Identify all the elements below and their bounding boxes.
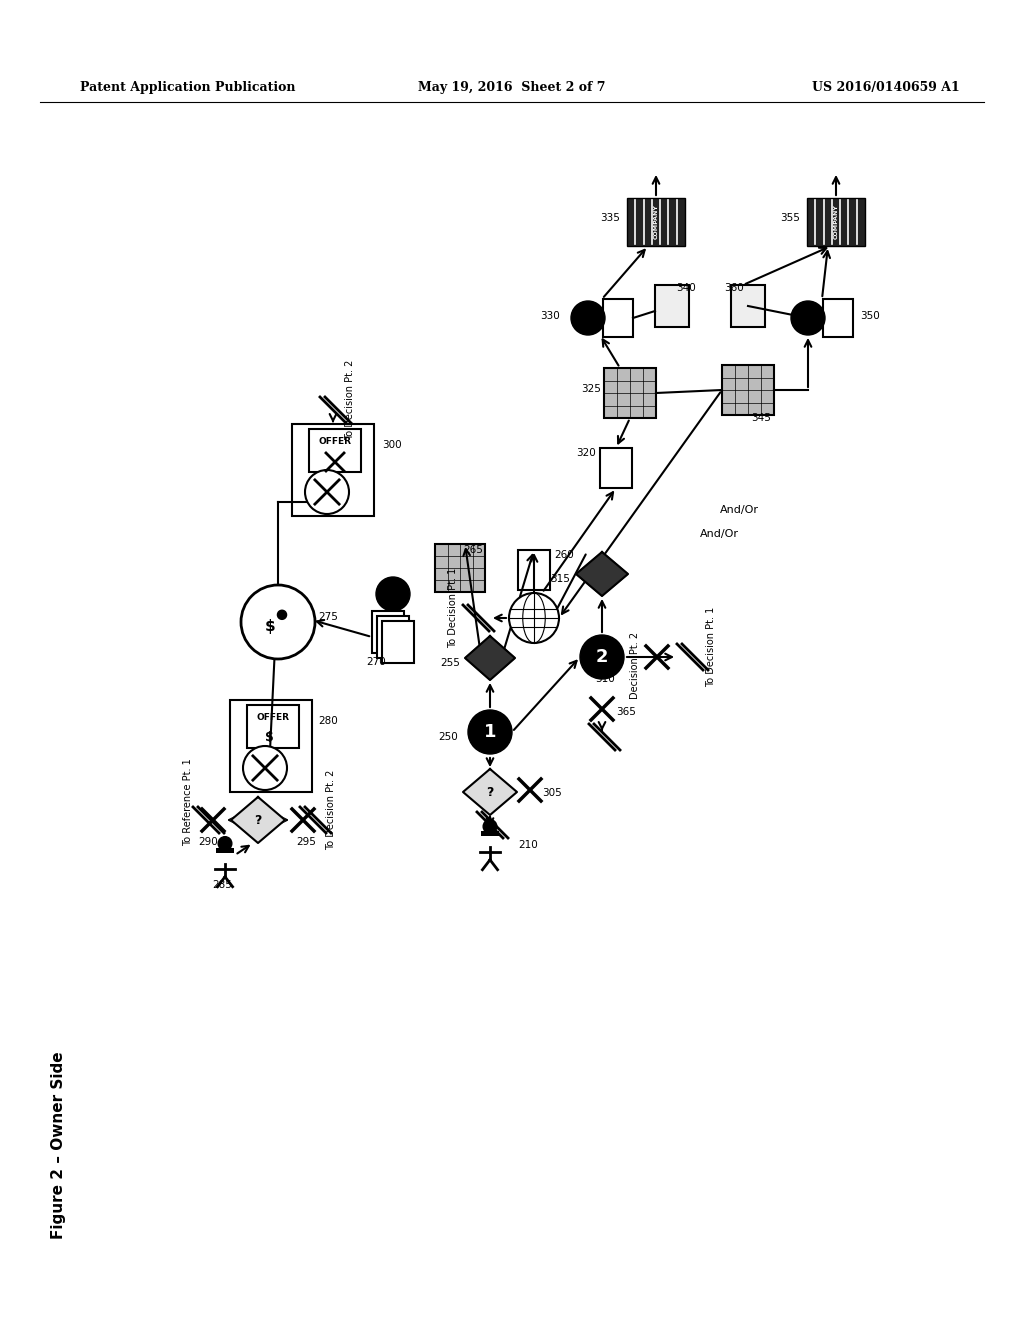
Text: OFFER: OFFER [256,713,290,722]
Text: To Decision Pt. 1: To Decision Pt. 1 [449,568,458,648]
Circle shape [218,837,231,850]
Text: Patent Application Publication: Patent Application Publication [80,82,296,95]
Text: To Decision Pt. 2: To Decision Pt. 2 [345,360,355,440]
Text: To Decision Pt. 1: To Decision Pt. 1 [706,607,716,688]
Text: 320: 320 [577,447,596,458]
Text: 285: 285 [212,880,232,890]
Text: And/Or: And/Or [720,506,759,515]
Circle shape [278,610,287,619]
Text: 250: 250 [438,733,458,742]
Text: 290: 290 [198,837,218,847]
FancyBboxPatch shape [807,198,865,246]
Text: 1: 1 [483,723,497,741]
Text: 270: 270 [367,657,386,667]
Text: COMPANY: COMPANY [834,205,839,239]
Circle shape [483,820,497,833]
FancyBboxPatch shape [627,198,685,246]
FancyBboxPatch shape [481,830,499,836]
FancyBboxPatch shape [377,616,409,657]
FancyBboxPatch shape [247,705,299,747]
Text: 210: 210 [518,840,538,850]
Circle shape [305,470,349,513]
FancyBboxPatch shape [722,366,774,414]
Text: $: $ [264,731,273,744]
FancyBboxPatch shape [309,429,361,471]
Text: ?: ? [254,813,262,826]
Polygon shape [231,797,285,843]
Text: 345: 345 [751,413,771,422]
Circle shape [580,635,624,678]
FancyBboxPatch shape [655,285,689,327]
Text: 365: 365 [616,708,636,717]
FancyBboxPatch shape [731,285,765,327]
Text: 275: 275 [318,612,338,622]
Text: To Reference Pt. 1: To Reference Pt. 1 [183,758,193,846]
Text: 360: 360 [724,282,744,293]
Circle shape [571,301,605,335]
Circle shape [241,585,315,659]
Circle shape [509,593,559,643]
Text: 295: 295 [296,837,316,847]
FancyBboxPatch shape [604,368,656,418]
FancyBboxPatch shape [435,544,485,591]
Text: 265: 265 [463,545,483,554]
Text: 325: 325 [582,384,601,393]
Text: 315: 315 [550,574,570,583]
Polygon shape [575,552,628,597]
FancyBboxPatch shape [823,300,853,337]
Text: May 19, 2016  Sheet 2 of 7: May 19, 2016 Sheet 2 of 7 [418,82,606,95]
FancyBboxPatch shape [216,847,233,853]
Text: 350: 350 [860,312,880,321]
FancyBboxPatch shape [372,611,404,653]
Text: 335: 335 [600,213,620,223]
Circle shape [376,577,410,611]
Polygon shape [463,770,517,814]
Text: And/Or: And/Or [700,529,739,539]
Text: 305: 305 [542,788,562,799]
Text: 280: 280 [318,715,338,726]
FancyBboxPatch shape [603,300,633,337]
Text: 2: 2 [596,648,608,667]
Text: 340: 340 [676,282,695,293]
FancyBboxPatch shape [600,447,632,488]
Text: Figure 2 – Owner Side: Figure 2 – Owner Side [50,1051,66,1238]
Text: 260: 260 [554,550,573,560]
Text: COMPANY: COMPANY [653,205,658,239]
Text: Decision Pt. 2: Decision Pt. 2 [630,631,640,698]
Text: 330: 330 [541,312,560,321]
Text: ?: ? [486,785,494,799]
Text: 310: 310 [595,675,614,684]
Text: 255: 255 [440,657,460,668]
Text: 300: 300 [382,440,401,450]
Text: 355: 355 [780,213,800,223]
Circle shape [468,710,512,754]
FancyBboxPatch shape [518,550,550,590]
Circle shape [791,301,825,335]
Circle shape [243,746,287,789]
Text: US 2016/0140659 A1: US 2016/0140659 A1 [812,82,961,95]
Text: OFFER: OFFER [318,437,351,446]
Polygon shape [465,636,515,680]
FancyBboxPatch shape [382,620,414,663]
Text: $: $ [264,619,275,634]
Text: To Decision Pt. 2: To Decision Pt. 2 [326,770,336,850]
